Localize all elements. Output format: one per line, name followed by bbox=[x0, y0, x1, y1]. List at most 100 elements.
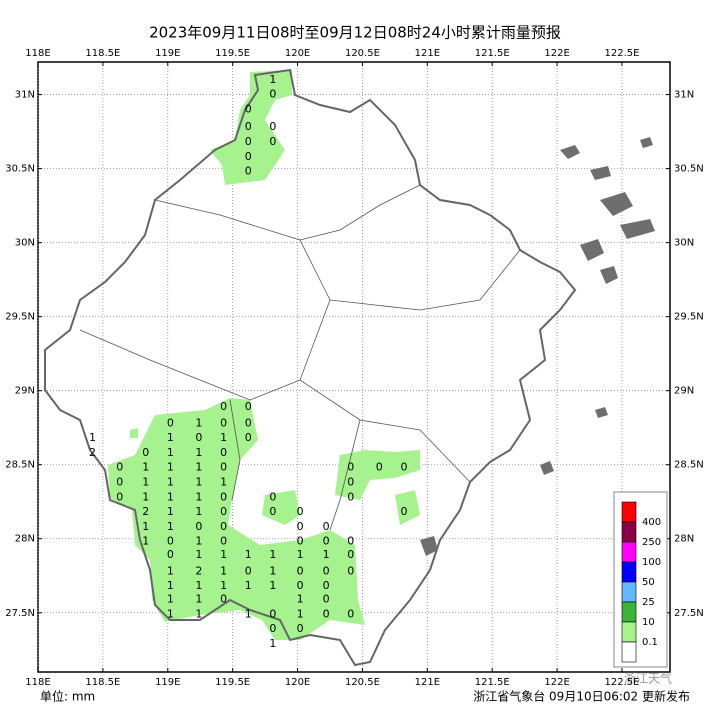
watermark: 浙江天气 bbox=[624, 671, 672, 686]
station-value: 1 bbox=[297, 548, 304, 561]
prefecture-borders bbox=[79, 184, 521, 531]
x-tick-label: 122.5E bbox=[605, 677, 640, 688]
station-value: 0 bbox=[347, 564, 354, 577]
rain-areas bbox=[108, 70, 420, 640]
station-value: 1 bbox=[269, 564, 276, 577]
station-value: 0 bbox=[116, 461, 123, 474]
station-value: 0 bbox=[347, 490, 354, 503]
station-value: 1 bbox=[195, 579, 202, 592]
y-tick-label: 27.5N bbox=[674, 608, 704, 619]
y-tick-label: 29N bbox=[15, 386, 35, 397]
x-tick-label: 118E bbox=[25, 677, 50, 688]
x-tick-label: 121.5E bbox=[475, 48, 510, 59]
legend-swatch bbox=[621, 501, 637, 523]
x-tick-label: 119E bbox=[155, 48, 180, 59]
y-tick-label: 30.5N bbox=[5, 164, 35, 175]
station-value: 1 bbox=[142, 475, 149, 488]
station-value: 1 bbox=[220, 475, 227, 488]
y-tick-label: 31N bbox=[15, 90, 35, 101]
legend-swatch bbox=[621, 641, 637, 663]
station-value: 1 bbox=[167, 490, 174, 503]
station-value: 0 bbox=[116, 475, 123, 488]
legend: 400 250 100 50 25 10 0.1 bbox=[613, 491, 668, 668]
station-value: 0 bbox=[323, 607, 330, 620]
legend-label: 10 bbox=[642, 617, 655, 628]
legend-swatch bbox=[621, 601, 637, 623]
x-tick-label: 122E bbox=[544, 48, 569, 59]
x-tick-label: 122E bbox=[544, 677, 569, 688]
y-tick-label: 30N bbox=[15, 238, 35, 249]
station-value: 0 bbox=[167, 416, 174, 429]
station-value: 0 bbox=[347, 535, 354, 548]
legend-swatch bbox=[621, 541, 637, 563]
y-tick-label: 29.5N bbox=[5, 312, 35, 323]
station-value: 0 bbox=[220, 520, 227, 533]
station-value: 1 bbox=[167, 461, 174, 474]
station-value: 1 bbox=[195, 461, 202, 474]
station-value: 1 bbox=[269, 579, 276, 592]
station-value: 0 bbox=[220, 490, 227, 503]
station-value: 1 bbox=[167, 446, 174, 459]
x-tick-label: 119E bbox=[155, 677, 180, 688]
station-value: 1 bbox=[142, 461, 149, 474]
station-value: 1 bbox=[269, 637, 276, 650]
station-value: 1 bbox=[297, 592, 304, 605]
x-tick-label: 120E bbox=[285, 677, 310, 688]
station-value: 1 bbox=[195, 490, 202, 503]
station-value: 2 bbox=[89, 446, 96, 459]
x-tick-label: 120E bbox=[285, 48, 310, 59]
station-value: 0 bbox=[297, 579, 304, 592]
x-tick-label: 121E bbox=[415, 48, 440, 59]
station-value: 2 bbox=[142, 505, 149, 518]
station-value: 1 bbox=[167, 607, 174, 620]
station-value: 0 bbox=[269, 88, 276, 101]
station-value: 0 bbox=[220, 446, 227, 459]
station-value: 1 bbox=[269, 548, 276, 561]
legend-swatch bbox=[621, 561, 637, 583]
station-value: 0 bbox=[400, 505, 407, 518]
station-value: 0 bbox=[323, 520, 330, 533]
y-tick-label: 30N bbox=[674, 238, 694, 249]
station-value: 1 bbox=[89, 431, 96, 444]
station-value: 0 bbox=[220, 535, 227, 548]
station-value: 1 bbox=[297, 607, 304, 620]
station-value: 1 bbox=[167, 564, 174, 577]
province-outline bbox=[44, 68, 577, 667]
x-tick-label: 120.5E bbox=[345, 48, 380, 59]
station-value: 0 bbox=[245, 416, 252, 429]
station-value: 0 bbox=[220, 461, 227, 474]
station-value: 1 bbox=[195, 505, 202, 518]
x-tick-label: 121E bbox=[415, 677, 440, 688]
x-tick-label: 121.5E bbox=[475, 677, 510, 688]
legend-label: 25 bbox=[642, 597, 655, 608]
x-tick-label: 119.5E bbox=[215, 48, 250, 59]
station-value: 1 bbox=[142, 490, 149, 503]
station-value: 1 bbox=[245, 607, 252, 620]
station-value: 0 bbox=[376, 461, 383, 474]
station-value: 1 bbox=[167, 592, 174, 605]
station-value: 0 bbox=[323, 535, 330, 548]
station-value: 0 bbox=[245, 135, 252, 148]
station-value: 0 bbox=[323, 592, 330, 605]
station-value: 0 bbox=[323, 579, 330, 592]
x-tick-label: 118E bbox=[25, 48, 50, 59]
y-tick-label: 28N bbox=[15, 534, 35, 545]
station-value: 0 bbox=[142, 446, 149, 459]
station-value: 0 bbox=[167, 535, 174, 548]
legend-label: 0.1 bbox=[642, 637, 658, 648]
station-value: 0 bbox=[220, 400, 227, 413]
station-value: 0 bbox=[269, 120, 276, 133]
station-value: 1 bbox=[195, 548, 202, 561]
station-value: 0 bbox=[297, 564, 304, 577]
station-value: 1 bbox=[167, 579, 174, 592]
station-value: 0 bbox=[245, 102, 252, 115]
y-tick-label: 28.5N bbox=[674, 460, 704, 471]
x-tick-label: 118.5E bbox=[85, 48, 120, 59]
y-tick-label: 31N bbox=[674, 90, 694, 101]
station-value: 1 bbox=[195, 446, 202, 459]
x-tick-label: 120.5E bbox=[345, 677, 380, 688]
station-value: 1 bbox=[167, 505, 174, 518]
station-value: 0 bbox=[245, 564, 252, 577]
legend-label: 400 bbox=[642, 517, 661, 528]
station-value: 1 bbox=[220, 431, 227, 444]
